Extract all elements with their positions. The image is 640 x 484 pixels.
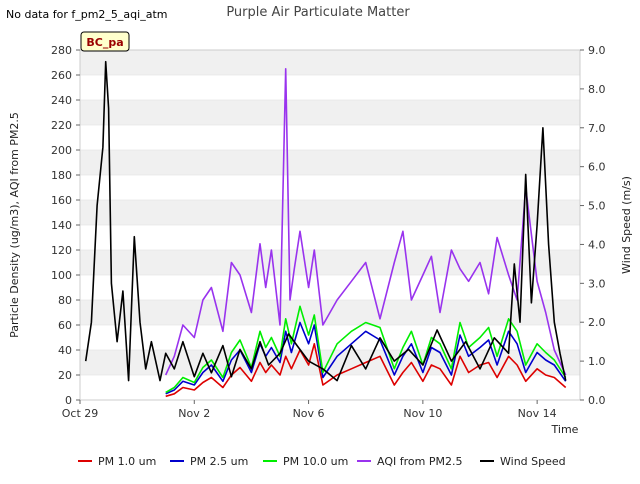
series-line <box>165 321 567 395</box>
grid-band <box>80 250 580 275</box>
y2-tick-label: 5.0 <box>588 200 606 213</box>
legend-label: PM 1.0 um <box>98 455 156 468</box>
no-data-note: No data for f_pm2_5_aqi_atm <box>6 8 167 21</box>
y-axis-label: Particle Density (ug/m3), AQI from PM2.5 <box>8 112 21 338</box>
series-line <box>164 68 567 376</box>
y-tick-label: 180 <box>51 169 72 182</box>
site-badge: BC_pa <box>80 31 130 52</box>
legend-item: Wind Speed <box>480 455 566 468</box>
y-tick-label: 200 <box>51 144 72 157</box>
y-tick-label: 0 <box>65 394 72 407</box>
y-tick-label: 140 <box>51 219 72 232</box>
y-tick-label: 280 <box>51 44 72 57</box>
x-tick-label: Oct 29 <box>62 407 99 420</box>
grid-band <box>80 75 580 100</box>
y-tick-label: 100 <box>51 269 72 282</box>
grid-bands <box>80 49 580 401</box>
series-line <box>165 305 567 394</box>
y-tick-label: 160 <box>51 194 72 207</box>
grid-band <box>80 175 580 200</box>
series-line <box>84 60 567 382</box>
grid-band <box>80 200 580 225</box>
site-badge-label: BC_pa <box>86 36 123 49</box>
legend-label: PM 10.0 um <box>283 455 348 468</box>
x-axis-label: Time <box>551 423 579 436</box>
grid-band <box>80 125 580 150</box>
y2-tick-label: 0.0 <box>588 394 606 407</box>
y2-tick-label: 9.0 <box>588 44 606 57</box>
y-tick-label: 120 <box>51 244 72 257</box>
y2-tick-label: 8.0 <box>588 83 606 96</box>
y2-tick-label: 3.0 <box>588 277 606 290</box>
y2-tick-label: 2.0 <box>588 316 606 329</box>
y-tick-label: 80 <box>58 294 72 307</box>
grid-band <box>80 375 580 400</box>
plot-area <box>84 60 567 398</box>
y2-tick-label: 6.0 <box>588 161 606 174</box>
grid-band <box>80 225 580 250</box>
legend-item: PM 10.0 um <box>263 455 348 468</box>
chart-title: Purple Air Particulate Matter <box>226 5 410 20</box>
x-tick-label: Nov 2 <box>178 407 210 420</box>
grid-band <box>80 325 580 350</box>
y2-tick-label: 7.0 <box>588 122 606 135</box>
x-tick-label: Nov 14 <box>518 407 557 420</box>
legend-label: PM 2.5 um <box>190 455 248 468</box>
y-tick-label: 260 <box>51 69 72 82</box>
y-tick-label: 220 <box>51 119 72 132</box>
grid-band <box>80 100 580 125</box>
legend-item: PM 1.0 um <box>78 455 156 468</box>
y2-tick-label: 4.0 <box>588 238 606 251</box>
x-tick-label: Nov 10 <box>403 407 442 420</box>
y-tick-label: 60 <box>58 319 72 332</box>
y2-axis-label: Wind Speed (m/s) <box>620 176 633 274</box>
y-tick-label: 40 <box>58 344 72 357</box>
legend-item: PM 2.5 um <box>170 455 248 468</box>
y-tick-label: 20 <box>58 369 72 382</box>
axes: 0 20 40 60 80 100 120 140 160 180 200 220 240 260 280 0… <box>51 44 606 420</box>
legend-label: AQI from PM2.5 <box>377 455 462 468</box>
y-tick-label: 240 <box>51 94 72 107</box>
legend-label: Wind Speed <box>500 455 566 468</box>
x-tick-label: Nov 6 <box>293 407 325 420</box>
grid-band <box>80 50 580 75</box>
y2-tick-label: 1.0 <box>588 355 606 368</box>
legend: PM 1.0 um PM 2.5 um PM 10.0 um AQI from PM2… <box>78 455 566 468</box>
grid-band <box>80 150 580 175</box>
grid-band <box>80 275 580 300</box>
legend-item: AQI from PM2.5 <box>357 455 462 468</box>
